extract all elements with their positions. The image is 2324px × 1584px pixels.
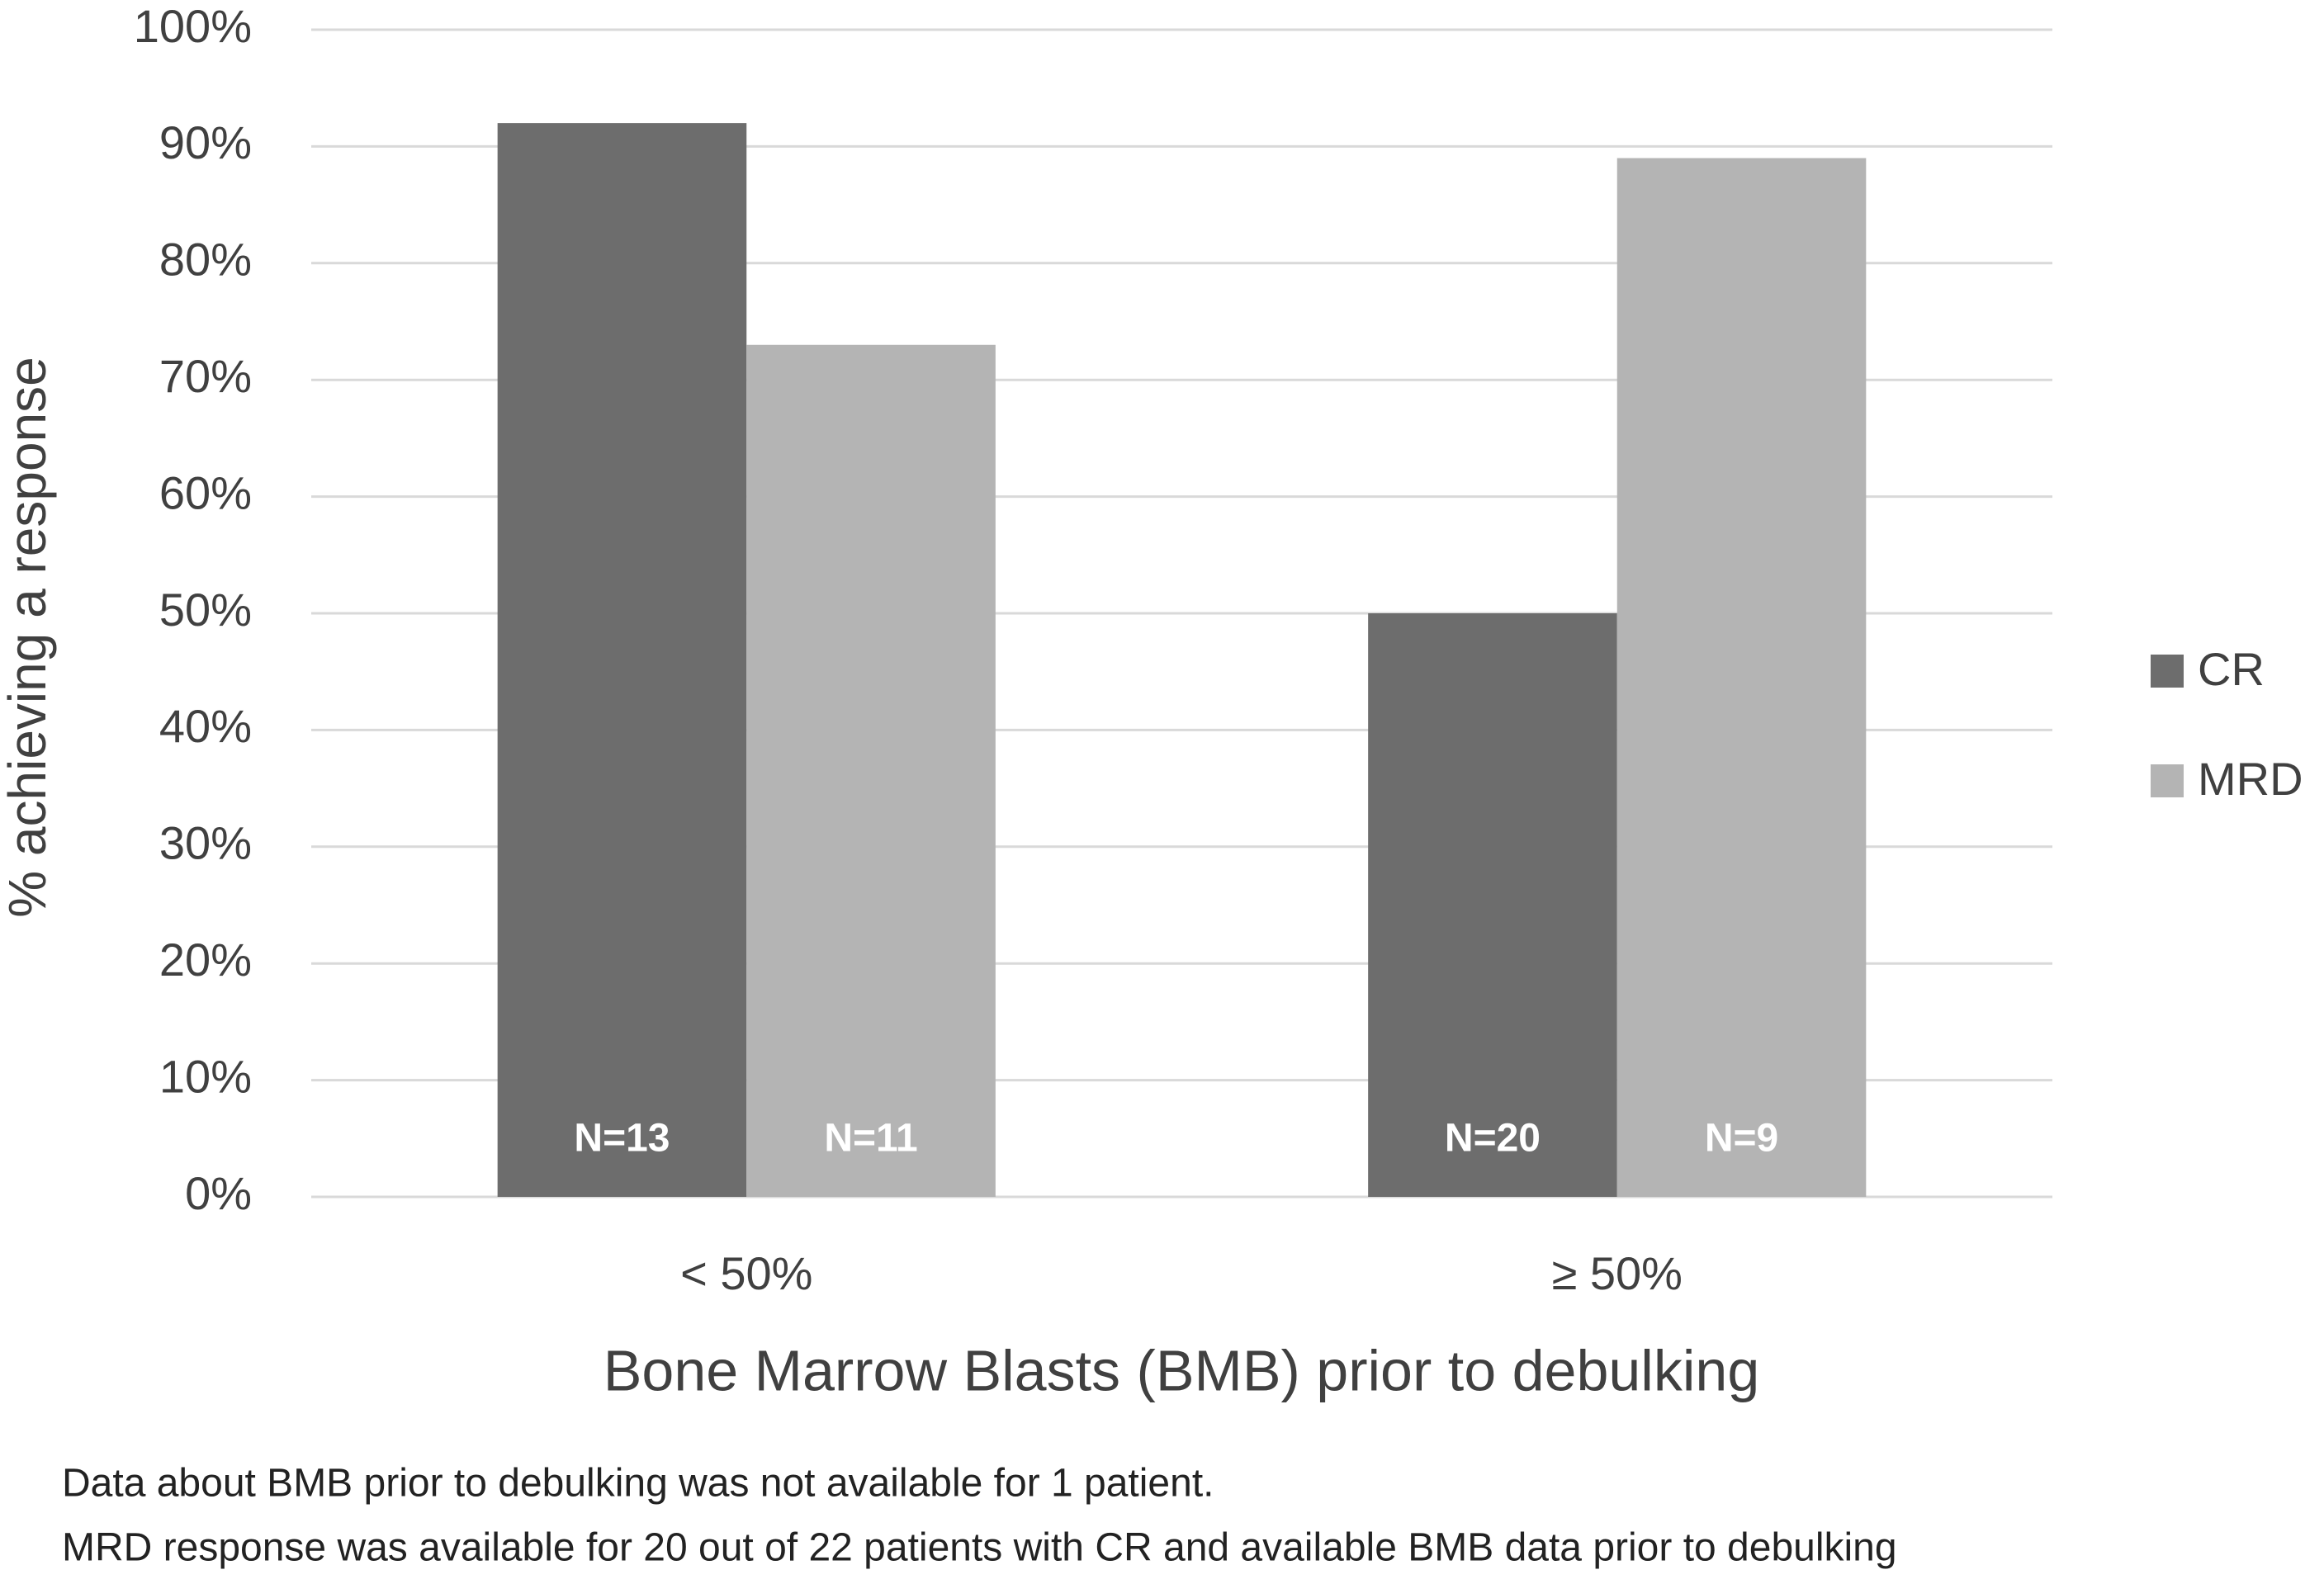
x-tick-label: < 50% xyxy=(680,1247,812,1299)
y-tick-label: 0% xyxy=(185,1167,252,1219)
x-tick-label: ≥ 50% xyxy=(1552,1247,1683,1299)
legend-swatch xyxy=(2151,655,2184,688)
footnote: Data about BMB prior to debulking was no… xyxy=(62,1462,1214,1506)
legend-swatch xyxy=(2151,764,2184,797)
bar xyxy=(746,344,996,1197)
x-axis-title: Bone Marrow Blasts (BMB) prior to debulk… xyxy=(603,1338,1760,1402)
y-tick-label: 100% xyxy=(134,0,252,52)
bar-note: N=9 xyxy=(1705,1117,1778,1161)
y-tick-label: 70% xyxy=(159,350,252,402)
y-tick-label: 20% xyxy=(159,934,252,986)
bar-note: N=11 xyxy=(824,1117,917,1161)
bar-note: N=20 xyxy=(1445,1117,1541,1161)
legend-label: CR xyxy=(2198,643,2265,695)
y-tick-label: 50% xyxy=(159,584,252,636)
bar-note: N=13 xyxy=(574,1117,670,1161)
y-axis-title: % achieving a response xyxy=(0,357,57,918)
y-tick-label: 60% xyxy=(159,466,252,518)
legend-label: MRD xyxy=(2198,753,2303,805)
y-tick-label: 40% xyxy=(159,700,252,752)
bar xyxy=(1368,613,1617,1197)
y-tick-label: 80% xyxy=(159,234,252,286)
footnote: MRD response was available for 20 out of… xyxy=(62,1526,1897,1570)
y-tick-label: 30% xyxy=(159,817,252,869)
y-tick-label: 10% xyxy=(159,1050,252,1102)
bar xyxy=(1616,158,1867,1197)
bar xyxy=(497,123,747,1197)
y-tick-label: 90% xyxy=(159,116,252,168)
